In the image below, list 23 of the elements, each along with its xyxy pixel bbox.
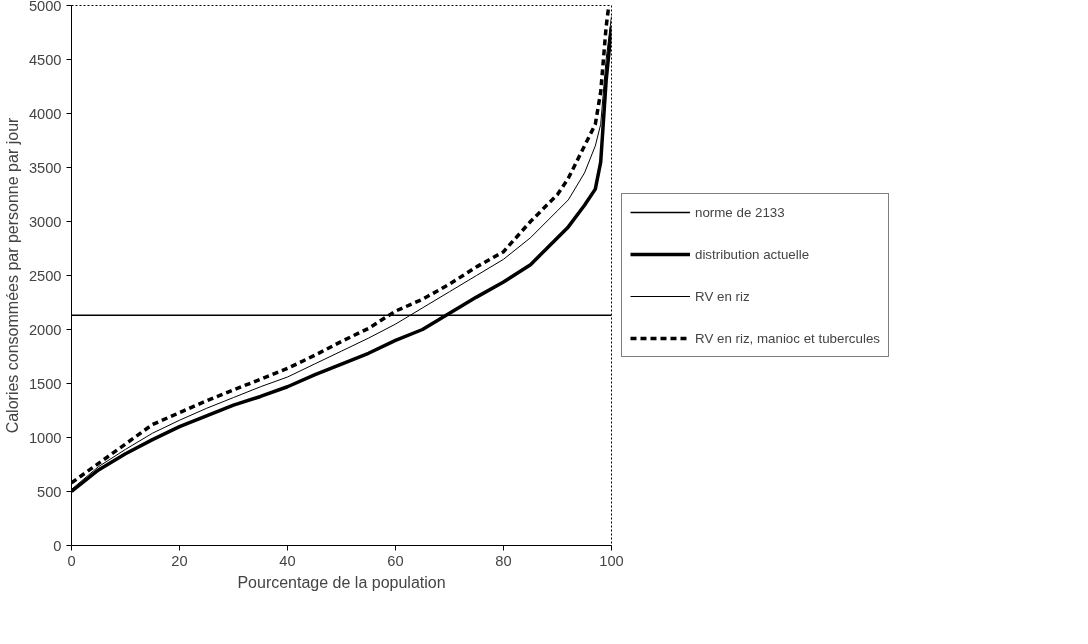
legend-label: norme de 2133 <box>695 204 785 220</box>
y-tick-label: 4000 <box>28 105 62 122</box>
y-tick-label: 3000 <box>28 213 62 230</box>
y-tick-label: 5000 <box>28 0 62 14</box>
y-tick-label: 2000 <box>28 321 62 338</box>
y-axis-title: Calories consommées par personne par jour <box>3 116 21 434</box>
y-tick-label: 1000 <box>28 429 62 446</box>
legend-label: RV en riz <box>695 288 750 304</box>
x-tick-label: 40 <box>279 552 296 569</box>
y-tick-label: 500 <box>37 483 62 500</box>
y-tick-label: 0 <box>53 537 62 554</box>
legend-label: RV en riz, manioc et tubercules <box>695 330 880 346</box>
x-axis-title: Pourcentage de la population <box>237 573 446 591</box>
y-tick-label: 3500 <box>28 159 62 176</box>
legend-label: distribution actuelle <box>695 246 810 262</box>
x-tick-label: 0 <box>67 552 76 569</box>
y-tick-label: 2500 <box>28 267 62 284</box>
y-tick-label: 4500 <box>28 51 62 68</box>
y-tick-label: 1500 <box>28 375 62 392</box>
x-tick-label: 80 <box>495 552 512 569</box>
x-tick-label: 20 <box>171 552 188 569</box>
x-tick-label: 100 <box>599 552 624 569</box>
x-tick-label: 60 <box>387 552 404 569</box>
